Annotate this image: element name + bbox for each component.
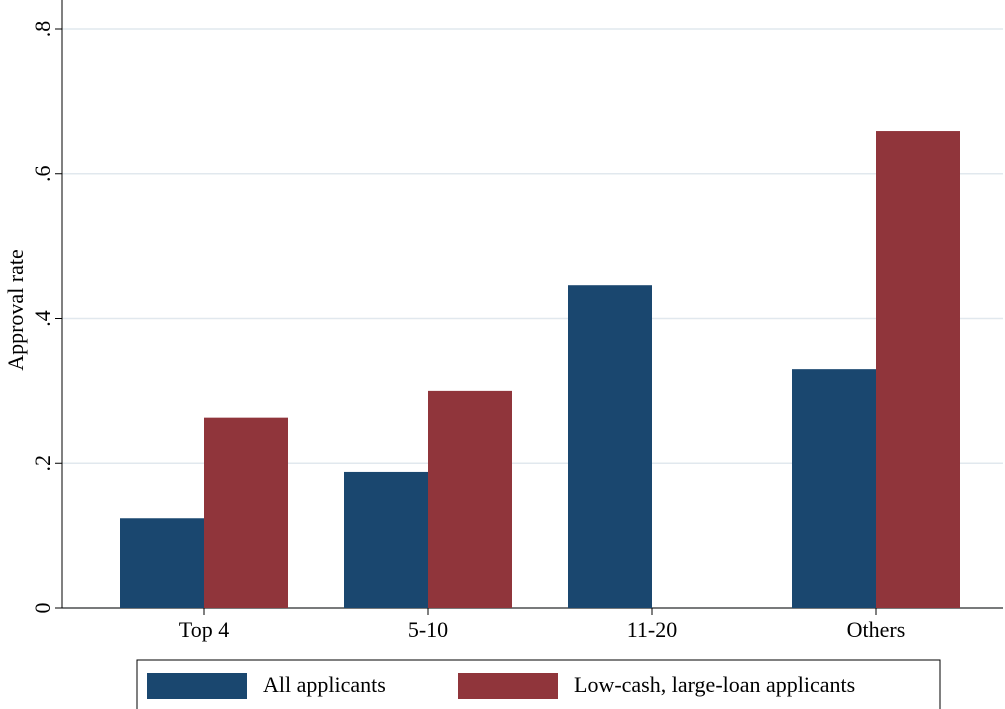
bar [120,518,204,608]
bar [876,131,960,608]
y-tick-label: .2 [30,455,55,472]
x-tick-label: Top 4 [179,617,229,642]
legend-swatch [458,673,558,699]
bar [792,369,876,608]
y-tick-label: .4 [30,310,55,327]
legend-label: All applicants [263,672,386,697]
bar [428,390,512,608]
legend-swatch [147,673,247,699]
legend-label: Low-cash, large-loan applicants [574,672,855,697]
y-tick-label: .6 [30,166,55,183]
x-tick-label: Others [847,617,906,642]
x-tick-label: 11-20 [627,617,678,642]
x-tick-label: 5-10 [408,617,448,642]
bar [568,285,652,608]
y-tick-label: .8 [30,21,55,38]
y-axis-label: Approval rate [3,249,28,371]
y-tick-label: 0 [30,603,55,614]
bar [344,471,428,608]
bar [204,417,288,608]
